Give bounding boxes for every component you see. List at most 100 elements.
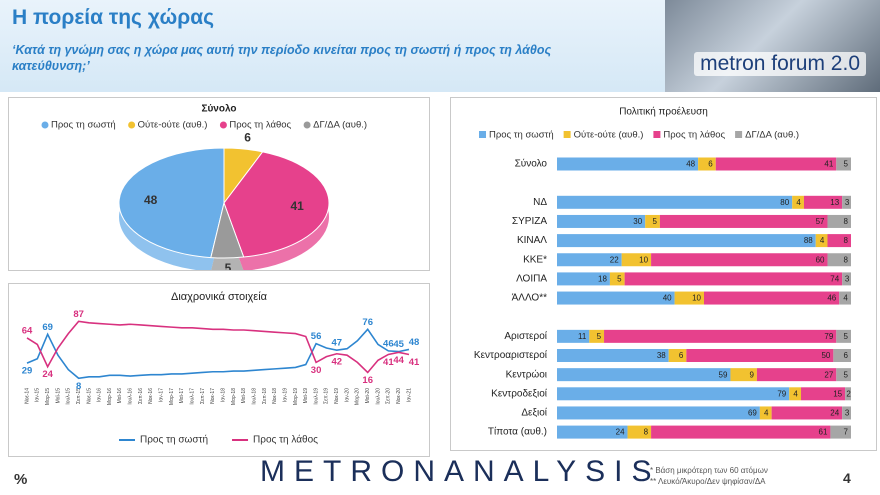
- bar-segment: [557, 406, 760, 420]
- data-label: 15: [833, 389, 842, 398]
- x-tick-label: Ιαν-15: [35, 388, 41, 402]
- bar-segment: [651, 253, 828, 267]
- bar-segment: [827, 214, 851, 228]
- data-label: 5: [844, 370, 849, 379]
- data-label: 57: [816, 217, 825, 226]
- bar-segment: [557, 195, 793, 209]
- logo-text: metron forum 2.0: [694, 52, 866, 76]
- category-label: Κεντρώοι: [506, 368, 547, 380]
- x-tick-label: Νοε-16: [148, 388, 154, 404]
- legend-swatch: [735, 131, 743, 138]
- x-tick-label: Μαρ-18: [231, 388, 237, 405]
- x-tick-label: Ιουλ-20: [375, 388, 381, 405]
- page-number: 4: [843, 470, 851, 486]
- data-label: 8: [76, 381, 81, 392]
- x-tick-label: Μαϊ-19: [303, 388, 309, 404]
- bar-segment: [651, 425, 831, 439]
- data-label: 3: [845, 409, 850, 418]
- legend-swatch: [219, 121, 227, 129]
- x-tick-label: Ιουλ-15: [66, 388, 72, 405]
- data-label: 8: [844, 236, 849, 245]
- data-label: 46: [827, 294, 836, 303]
- data-label: 56: [311, 331, 322, 342]
- category-label: Σύνολο: [515, 158, 548, 170]
- bar-segment: [839, 291, 851, 305]
- x-tick-label: Μαρ-17: [169, 388, 175, 405]
- data-label: 88: [804, 236, 813, 245]
- unit-label: %: [14, 471, 28, 488]
- data-label: 16: [362, 375, 373, 386]
- data-label: 47: [331, 338, 342, 349]
- brand: METRONANALYSIS: [260, 455, 661, 488]
- bar-segment: [836, 368, 851, 382]
- x-tick-label: Μαρ-19: [293, 388, 299, 405]
- bar-segment: [815, 234, 828, 248]
- x-tick-label: Ιουλ-16: [128, 388, 134, 405]
- x-tick-label: Σεπ-15: [76, 388, 82, 404]
- x-tick-label: Νοε-17: [210, 388, 216, 404]
- legend-label: ΔΓ/ΔΑ (αυθ.): [313, 120, 367, 131]
- data-label: 5: [597, 332, 602, 341]
- slide-subtitle: ‘Κατά τη γνώμη σας η χώρα μας αυτή την π…: [12, 43, 552, 73]
- legend-label: Προς τη σωστή: [140, 434, 208, 446]
- data-label: 50: [821, 351, 830, 360]
- bar-segment: [659, 214, 828, 228]
- data-label: 87: [73, 309, 84, 320]
- data-label: 76: [362, 317, 373, 328]
- category-label: ΛΟΙΠΑ: [516, 274, 547, 285]
- data-label: 41: [290, 199, 304, 213]
- x-tick-label: Ιουλ-19: [313, 388, 319, 405]
- bar-segment: [803, 195, 843, 209]
- bar-segment: [609, 272, 625, 286]
- data-label: 4: [796, 198, 801, 207]
- data-label: 6: [679, 351, 684, 360]
- bar-segment: [730, 368, 757, 382]
- slide-title: Η πορεία της χώρας: [12, 6, 215, 29]
- data-label: 4: [793, 389, 798, 398]
- category-label: Τίποτα (αυθ.): [488, 426, 547, 438]
- data-label: 5: [844, 332, 849, 341]
- legend-swatch: [479, 131, 486, 138]
- data-label: 48: [409, 337, 420, 348]
- data-label: 8: [844, 255, 849, 264]
- line-chart: Διαχρονικά στοιχεία Νοε-14 Ιαν-15 Μαρ-15 Μαϊ…: [8, 283, 430, 457]
- chart-title: Σύνολο: [201, 104, 236, 115]
- bar-segment: [604, 329, 837, 343]
- data-label: 6: [844, 351, 849, 360]
- bar-segment: [686, 349, 834, 362]
- data-label: 10: [692, 294, 701, 303]
- bar-segment: [557, 329, 590, 343]
- legend-swatch: [303, 121, 311, 129]
- bar-segment: [557, 253, 622, 267]
- bar-segment: [842, 272, 851, 286]
- data-label: 41: [824, 160, 833, 169]
- chart-title: Διαχρονικά στοιχεία: [171, 291, 268, 303]
- data-label: 5: [652, 217, 657, 226]
- x-tick-label: Νοε-14: [24, 388, 30, 404]
- legend-swatch: [41, 121, 49, 129]
- legend-swatch: [563, 131, 571, 138]
- line: [26, 327, 410, 380]
- x-tick-label: Σεπ-16: [138, 388, 144, 404]
- data-label: 79: [824, 332, 833, 341]
- bar-segment: [557, 349, 669, 362]
- data-label: 6: [708, 160, 713, 169]
- bar-segment: [704, 291, 840, 305]
- bar-segment: [557, 234, 816, 248]
- bar-segment: [557, 214, 646, 228]
- category-label: Κεντροδεξιοί: [491, 387, 548, 399]
- data-label: 48: [686, 160, 695, 169]
- data-label: 59: [719, 370, 728, 379]
- bar-segment: [759, 406, 772, 420]
- bar-segment: [645, 214, 660, 228]
- x-tick-label: Μαϊ-16: [117, 388, 123, 404]
- bar-segment: [836, 157, 851, 171]
- bar-segment: [842, 195, 851, 209]
- data-label: 46: [383, 338, 394, 349]
- bar-segment: [589, 329, 605, 343]
- bar-segment: [830, 425, 851, 439]
- category-label: ΚΙΝΑΛ: [517, 235, 547, 246]
- bar-segment: [624, 272, 843, 286]
- data-label: 5: [617, 275, 622, 284]
- x-tick-label: Ιαν-20: [344, 388, 350, 402]
